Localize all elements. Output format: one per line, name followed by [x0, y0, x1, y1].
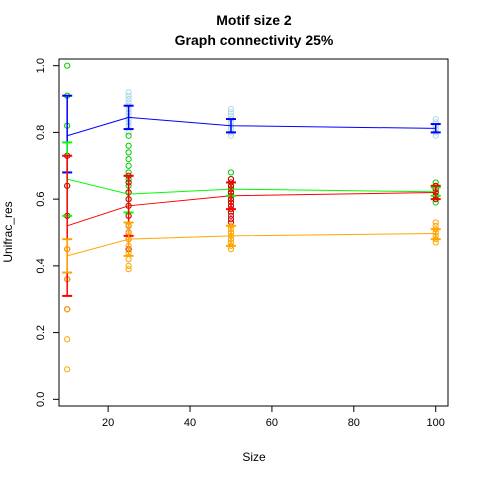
- x-tick-label: 20: [102, 417, 114, 429]
- data-point: [64, 366, 71, 373]
- y-axis: 0.0 0.2 0.4 0.6 0.8 1.0: [35, 58, 59, 407]
- series-line: [67, 116, 436, 137]
- data-point: [432, 115, 439, 123]
- chart-title: Motif size 2: [216, 12, 292, 28]
- data-point: [125, 266, 132, 273]
- y-tick-label: 0.6: [35, 191, 47, 206]
- x-tick-label: 80: [348, 417, 360, 429]
- y-tick-label: 0.8: [35, 125, 47, 140]
- x-axis: 20 40 60 80 100: [102, 406, 445, 429]
- errorbar-layer: [62, 94, 441, 297]
- data-point: [227, 169, 235, 176]
- data-point: [227, 176, 235, 183]
- x-tick-label: 40: [184, 417, 196, 429]
- data-point: [227, 216, 235, 223]
- data-point: [125, 132, 132, 139]
- data-point: [125, 89, 132, 96]
- data-point: [125, 95, 132, 103]
- series-line: [67, 191, 436, 227]
- data-point: [125, 142, 132, 149]
- data-point: [125, 162, 132, 169]
- series-line: [67, 178, 436, 195]
- data-point: [125, 92, 132, 99]
- data-point: [227, 105, 235, 113]
- data-point: [227, 109, 235, 116]
- x-tick-label: 100: [427, 417, 445, 429]
- points-layer: [64, 62, 439, 373]
- data-point: [64, 62, 71, 69]
- data-point: [125, 149, 132, 156]
- data-point: [64, 336, 71, 343]
- y-tick-label: 1.0: [35, 58, 47, 73]
- plot-frame: [58, 58, 449, 407]
- data-point: [432, 219, 439, 226]
- data-point: [125, 262, 132, 269]
- x-tick-label: 60: [266, 417, 278, 429]
- y-tick-label: 0.2: [35, 325, 47, 340]
- lines-layer: [67, 116, 436, 257]
- data-point: [125, 256, 132, 263]
- data-point: [64, 306, 71, 313]
- y-axis-label: Unifrac_res: [1, 201, 15, 262]
- data-point: [227, 212, 235, 219]
- x-axis-label: Size: [242, 450, 266, 464]
- y-tick-label: 0.0: [35, 392, 47, 407]
- chart-subtitle: Graph connectivity 25%: [175, 32, 334, 48]
- series-line: [67, 233, 436, 257]
- y-tick-label: 0.4: [35, 258, 47, 273]
- data-point: [125, 155, 132, 163]
